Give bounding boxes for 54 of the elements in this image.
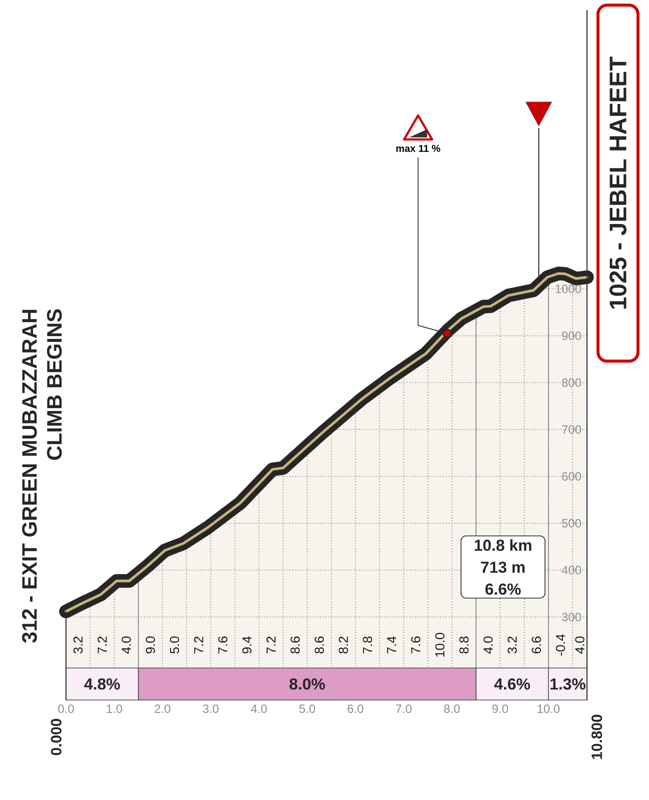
x-tick-label: 6.0 bbox=[348, 704, 364, 713]
annotation: 713 m bbox=[481, 562, 525, 573]
annotation: 4.0 bbox=[122, 636, 131, 654]
annotation: 6.6% bbox=[485, 583, 521, 595]
band-label: 8.0% bbox=[290, 678, 325, 690]
x-tick-label: 4.0 bbox=[250, 704, 267, 713]
text: 0.000 bbox=[50, 718, 62, 756]
annotation: -0.4 bbox=[556, 634, 566, 656]
x-tick-label: 7.0 bbox=[396, 704, 412, 713]
x-tick-label: 1.0 bbox=[106, 704, 122, 713]
annotation: 312 - EXIT GREEN MUBAZZARAH bbox=[22, 310, 37, 643]
annotation: 8.2 bbox=[338, 636, 348, 654]
annotation: 3.2 bbox=[508, 636, 517, 654]
y-tick-label: 600 bbox=[562, 472, 582, 481]
x-tick-label: 3.0 bbox=[202, 704, 219, 713]
annotation: 8.8 bbox=[459, 636, 469, 654]
annotation: 10.8 km bbox=[474, 539, 532, 551]
annotation: 7.4 bbox=[387, 636, 396, 654]
y-tick-label: 500 bbox=[562, 519, 582, 528]
annotation: 4.0 bbox=[484, 636, 493, 654]
band-label: 4.8% bbox=[84, 678, 120, 690]
text: CLIMB BEGINS bbox=[46, 309, 62, 460]
band-label: 4.6% bbox=[494, 678, 530, 690]
annotation: 7.8 bbox=[362, 636, 372, 654]
annotation: 7.6 bbox=[411, 636, 420, 654]
x-tick-label: 10.0 bbox=[538, 704, 560, 713]
annotation: 9.4 bbox=[242, 636, 252, 654]
annotation: 10.0 bbox=[435, 632, 444, 657]
annotation: 7.6 bbox=[218, 636, 228, 654]
x-tick-label: 9.0 bbox=[492, 704, 508, 713]
annotation: 7.2 bbox=[194, 636, 204, 654]
y-tick-label: 400 bbox=[562, 566, 582, 574]
x-tick-label: 5.0 bbox=[299, 704, 316, 713]
x-tick-label: 2.0 bbox=[154, 704, 170, 713]
x-tick-label: 0.0 bbox=[58, 704, 74, 713]
annotation: 7.2 bbox=[98, 636, 107, 654]
annotation: 8.6 bbox=[314, 636, 324, 654]
annotation: 1025 - JEBEL HAFEET bbox=[610, 56, 626, 309]
annotation: 4.0 bbox=[575, 636, 584, 654]
annotation: 5.0 bbox=[170, 636, 180, 654]
annotation: 9.0 bbox=[146, 636, 156, 654]
y-tick-label: 700 bbox=[562, 425, 582, 434]
annotation: 7.2 bbox=[266, 636, 276, 654]
y-tick-label: 1000 bbox=[556, 284, 582, 294]
text: 10.800 bbox=[592, 714, 602, 759]
annotation: 3.2 bbox=[73, 636, 83, 654]
x-tick-label: 8.0 bbox=[444, 704, 460, 713]
y-tick-label: 900 bbox=[562, 332, 582, 340]
y-tick-label: 300 bbox=[562, 612, 582, 622]
annotation: 6.6 bbox=[532, 636, 541, 654]
annotation: max 11 % bbox=[396, 144, 440, 152]
y-tick-label: 800 bbox=[562, 378, 582, 387]
annotation: 8.6 bbox=[290, 636, 300, 654]
band-label: 1.3% bbox=[550, 678, 586, 690]
